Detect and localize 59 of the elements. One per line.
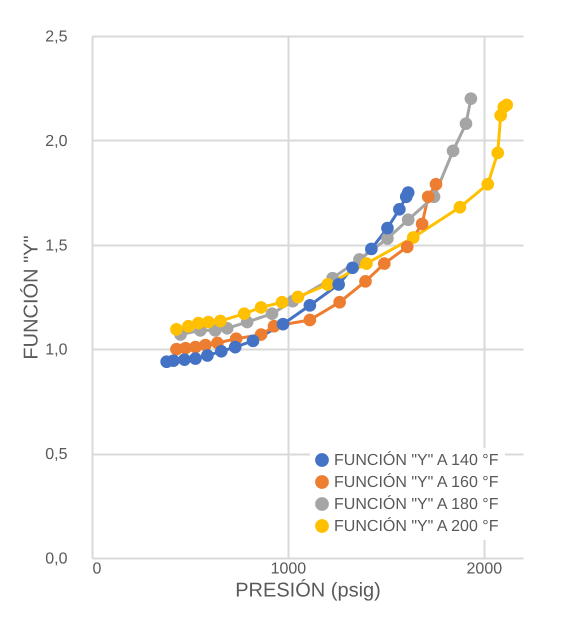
point (304, 314, 316, 326)
point (402, 213, 415, 226)
point (333, 296, 346, 309)
point (199, 338, 212, 352)
point (304, 299, 316, 312)
y-tick-label: 1,0 (45, 342, 68, 359)
point (491, 146, 504, 160)
point (246, 334, 260, 348)
y-tick-label: 0,5 (45, 446, 68, 464)
x-tick-label: 0 (92, 560, 102, 578)
point (254, 301, 268, 314)
legend-label: FUNCIÓN "Y" A 140 °F (334, 451, 499, 469)
y-tick-label: 2,0 (45, 132, 68, 150)
y-tick-label: 2,5 (45, 28, 68, 46)
point (400, 240, 414, 254)
point (292, 290, 304, 304)
legend-label: FUNCIÓN "Y" A 160 °F (334, 473, 499, 491)
point (481, 178, 494, 191)
point (170, 323, 183, 336)
point (276, 318, 290, 330)
point (446, 144, 460, 158)
legend-label: FUNCIÓN "Y" A 180 °F (334, 495, 499, 513)
point (454, 200, 466, 214)
point (214, 314, 227, 328)
point (464, 92, 478, 105)
point (381, 222, 394, 234)
point (238, 307, 251, 320)
point (321, 278, 334, 291)
x-tick-label: 2000 (466, 560, 502, 578)
point (189, 352, 202, 365)
point (393, 202, 406, 216)
point (402, 186, 415, 199)
point (378, 257, 391, 270)
point (381, 232, 394, 245)
point (430, 178, 442, 191)
point (266, 307, 278, 320)
point (276, 296, 288, 309)
point (228, 340, 242, 354)
point (422, 190, 435, 204)
legend-label: FUNCIÓN "Y" A 200 °F (334, 517, 499, 535)
x-axis-title: PRESIÓN (psig) (235, 578, 381, 602)
point (416, 218, 428, 230)
point (500, 98, 514, 112)
point (360, 257, 373, 270)
point (460, 117, 472, 130)
y-axis-title: FUNCIÓN "Y" (19, 235, 42, 360)
y-tick-label: 0,0 (45, 550, 68, 568)
point (365, 242, 378, 256)
point (332, 278, 345, 291)
point (201, 349, 214, 362)
x-tick-label: 1000 (270, 560, 306, 578)
point (346, 261, 359, 274)
point (178, 353, 191, 366)
point (406, 231, 420, 244)
point (214, 344, 228, 358)
point (359, 275, 372, 288)
y-tick-label: 1,5 (45, 237, 68, 254)
point (182, 320, 195, 333)
point (202, 316, 215, 328)
